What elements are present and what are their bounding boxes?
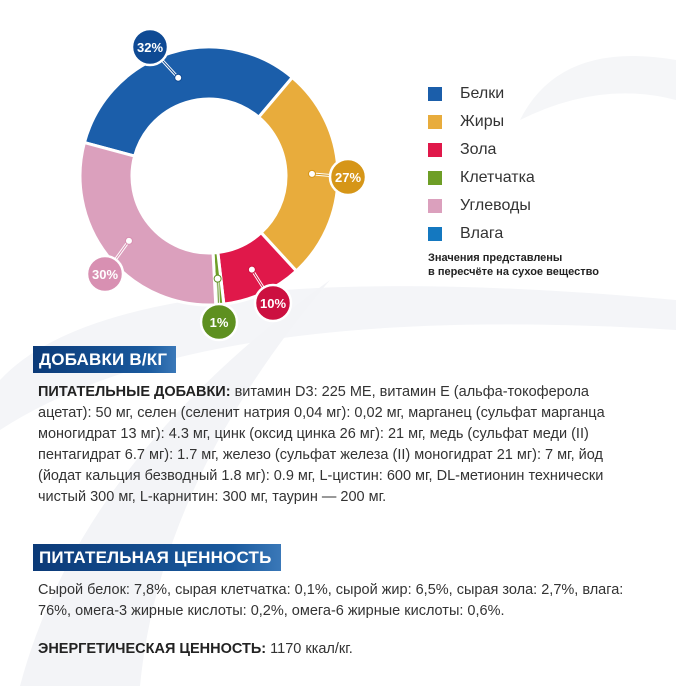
- legend-item: Жиры: [428, 108, 535, 136]
- additives-header: ДОБАВКИ В/КГ: [33, 346, 177, 373]
- legend-item: Белки: [428, 80, 535, 108]
- additives-text: витамин D3: 225 МЕ, витамин Е (альфа-ток…: [38, 384, 605, 505]
- legend-item: Влага: [428, 220, 535, 248]
- data-label: 32%: [137, 40, 163, 55]
- donut-slice: [78, 140, 218, 307]
- legend-note: Значения представлены в пересчёте на сух…: [428, 251, 599, 279]
- leader-dot: [174, 73, 183, 82]
- data-label-bubble: [130, 27, 170, 67]
- nutrition-paragraph: Сырой белок: 7,8%, сырая клетчатка: 0,1%…: [38, 582, 624, 619]
- note-line-2: в пересчёте на сухое вещество: [428, 266, 599, 278]
- legend-swatch: [428, 199, 442, 213]
- additives-label: ПИТАТЕЛЬНЫЕ ДОБАВКИ:: [38, 384, 231, 400]
- legend-label: Углеводы: [460, 197, 531, 214]
- energy-paragraph: ЭНЕРГЕТИЧЕСКАЯ ЦЕННОСТЬ: 1170 ккал/кг.: [38, 639, 642, 660]
- legend-item: Клетчатка: [428, 164, 535, 192]
- legend-swatch: [428, 171, 442, 185]
- legend-swatch: [428, 115, 442, 129]
- donut-slice: [82, 45, 295, 158]
- legend-swatch: [428, 227, 442, 241]
- leader-dot: [213, 274, 222, 283]
- nutrition-header: ПИТАТЕЛЬНАЯ ЦЕННОСТЬ: [33, 544, 281, 571]
- donut-slice: [256, 75, 340, 274]
- leader-dot: [247, 265, 256, 274]
- data-label: 1%: [210, 315, 229, 330]
- legend-item: Углеводы: [428, 192, 535, 220]
- data-label: 10%: [260, 296, 286, 311]
- data-label-bubble: [85, 254, 125, 294]
- leader-dot: [307, 169, 316, 178]
- data-label-bubble: [253, 283, 293, 323]
- data-label: 27%: [335, 170, 361, 185]
- legend-swatch: [428, 87, 442, 101]
- legend-item: Зола: [428, 136, 535, 164]
- energy-value: 1170 ккал/кг.: [266, 641, 353, 657]
- legend-label: Жиры: [460, 113, 505, 130]
- leader-dot: [124, 236, 133, 245]
- energy-label: ЭНЕРГЕТИЧЕСКАЯ ЦЕННОСТЬ:: [38, 641, 267, 657]
- additives-paragraph: ПИТАТЕЛЬНЫЕ ДОБАВКИ: витамин D3: 225 МЕ,…: [38, 382, 642, 508]
- legend-label: Клетчатка: [460, 169, 535, 186]
- data-label-bubble: [199, 302, 239, 342]
- chart-legend: Белки Жиры Зола Клетчатка Углеводы Влага: [428, 80, 535, 248]
- note-line-1: Значения представлены: [428, 252, 563, 264]
- data-label: 30%: [92, 267, 118, 282]
- legend-swatch: [428, 143, 442, 157]
- data-label-bubble: [328, 157, 368, 197]
- legend-label: Зола: [460, 141, 497, 158]
- donut-chart: 32% 27% 10% 1% 30%: [78, 27, 368, 342]
- legend-label: Влага: [460, 225, 504, 242]
- legend-label: Белки: [460, 85, 505, 102]
